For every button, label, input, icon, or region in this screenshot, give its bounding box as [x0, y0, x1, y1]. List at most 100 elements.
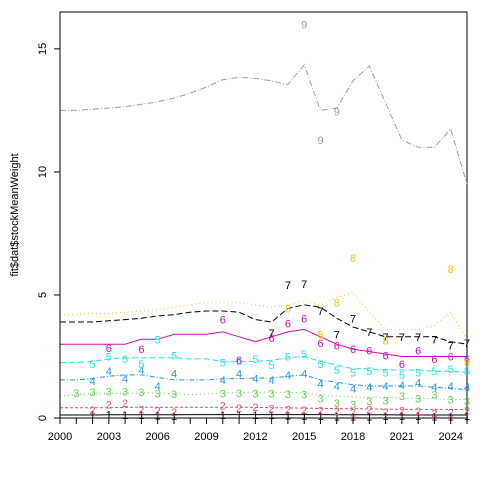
point-label-3: 3	[73, 388, 79, 400]
point-label-2: 2	[415, 406, 421, 418]
point-label-3: 3	[464, 396, 470, 408]
point-label-3: 3	[236, 388, 242, 400]
point-label-3: 3	[415, 393, 421, 405]
point-label-4: 4	[383, 381, 389, 393]
point-label-1: 1	[171, 411, 177, 423]
point-label-6: 6	[448, 352, 454, 364]
series-layer	[59, 63, 468, 416]
point-label-4: 4	[269, 375, 275, 387]
point-label-7: 7	[366, 327, 372, 339]
point-label-8: 8	[383, 336, 389, 348]
point-label-5: 5	[155, 334, 161, 346]
point-label-5: 5	[122, 354, 128, 366]
point-label-7: 7	[448, 340, 454, 352]
point-label-1: 1	[236, 410, 242, 422]
x-tick-label: 2018	[341, 431, 365, 443]
point-label-3: 3	[220, 388, 226, 400]
point-label-2: 2	[464, 406, 470, 418]
point-label-2: 2	[431, 408, 437, 420]
point-label-1: 1	[317, 411, 323, 423]
point-label-3: 3	[90, 387, 96, 399]
point-label-2: 2	[383, 407, 389, 419]
series-line-6	[60, 328, 467, 357]
point-label-7: 7	[415, 332, 421, 344]
series-line-9	[60, 63, 468, 185]
x-tick-label: 2003	[97, 431, 121, 443]
point-label-1: 1	[285, 411, 291, 423]
point-label-2: 2	[269, 404, 275, 416]
point-label-5: 5	[383, 368, 389, 380]
point-label-2: 2	[334, 406, 340, 418]
point-label-5: 5	[350, 368, 356, 380]
point-label-3: 3	[106, 386, 112, 398]
point-label-3: 3	[317, 393, 323, 405]
point-label-1: 1	[464, 411, 470, 423]
point-label-3: 3	[301, 390, 307, 402]
point-label-2: 2	[252, 402, 258, 414]
point-label-3: 3	[383, 395, 389, 407]
point-label-5: 5	[317, 359, 323, 371]
point-label-6: 6	[415, 345, 421, 357]
y-axis: 0 5 10 15	[37, 43, 61, 421]
point-label-6: 6	[269, 333, 275, 345]
point-label-6: 6	[285, 318, 291, 330]
x-tick-label: 2021	[390, 431, 414, 443]
point-label-4: 4	[301, 369, 307, 381]
point-label-5: 5	[285, 352, 291, 364]
point-label-5: 5	[334, 365, 340, 377]
point-label-2: 2	[301, 405, 307, 417]
point-label-4: 4	[122, 374, 128, 386]
point-label-7: 7	[431, 334, 437, 346]
y-tick-label: 5	[37, 292, 49, 298]
point-label-8: 8	[285, 304, 291, 316]
point-label-2: 2	[138, 404, 144, 416]
point-label-4: 4	[106, 366, 112, 378]
point-label-6: 6	[317, 338, 323, 350]
point-label-6: 6	[383, 350, 389, 362]
point-label-2: 2	[155, 406, 161, 418]
point-label-3: 3	[448, 395, 454, 407]
point-label-2: 2	[448, 408, 454, 420]
point-label-4: 4	[220, 375, 226, 387]
point-label-3: 3	[399, 391, 405, 403]
point-label-8: 8	[317, 329, 323, 341]
point-label-3: 3	[155, 388, 161, 400]
point-label-7: 7	[317, 306, 323, 318]
point-label-3: 3	[138, 387, 144, 399]
point-label-4: 4	[171, 369, 177, 381]
point-label-9: 9	[301, 19, 307, 31]
point-label-6: 6	[106, 343, 112, 355]
point-label-5: 5	[269, 360, 275, 372]
point-label-7: 7	[301, 279, 307, 291]
point-label-3: 3	[122, 386, 128, 398]
point-label-3: 3	[334, 398, 340, 410]
point-label-5: 5	[431, 366, 437, 378]
point-label-4: 4	[448, 381, 454, 393]
point-label-2: 2	[220, 401, 226, 413]
point-label-4: 4	[252, 374, 258, 386]
point-label-5: 5	[415, 368, 421, 380]
point-label-6: 6	[236, 355, 242, 367]
point-label-4: 4	[317, 379, 323, 391]
point-label-2: 2	[236, 403, 242, 415]
point-label-1: 1	[138, 410, 144, 422]
point-label-2: 2	[171, 407, 177, 419]
point-label-1: 1	[269, 410, 275, 422]
x-tick-label: 2024	[438, 431, 462, 443]
series-line-7	[60, 304, 468, 345]
series-line-4	[60, 374, 468, 391]
point-label-4: 4	[350, 384, 356, 396]
point-label-6: 6	[366, 345, 372, 357]
point-label-8: 8	[350, 253, 356, 265]
point-labels: 1111111111111111111111222222222222222222…	[73, 19, 470, 423]
point-label-1: 1	[334, 411, 340, 423]
point-label-6: 6	[399, 359, 405, 371]
point-label-6: 6	[334, 340, 340, 352]
series-line-5	[60, 355, 468, 373]
point-label-3: 3	[350, 400, 356, 412]
point-label-7: 7	[269, 328, 275, 340]
point-label-1: 1	[106, 409, 112, 421]
x-tick-label: 2012	[243, 431, 267, 443]
y-tick-label: 10	[37, 166, 49, 178]
